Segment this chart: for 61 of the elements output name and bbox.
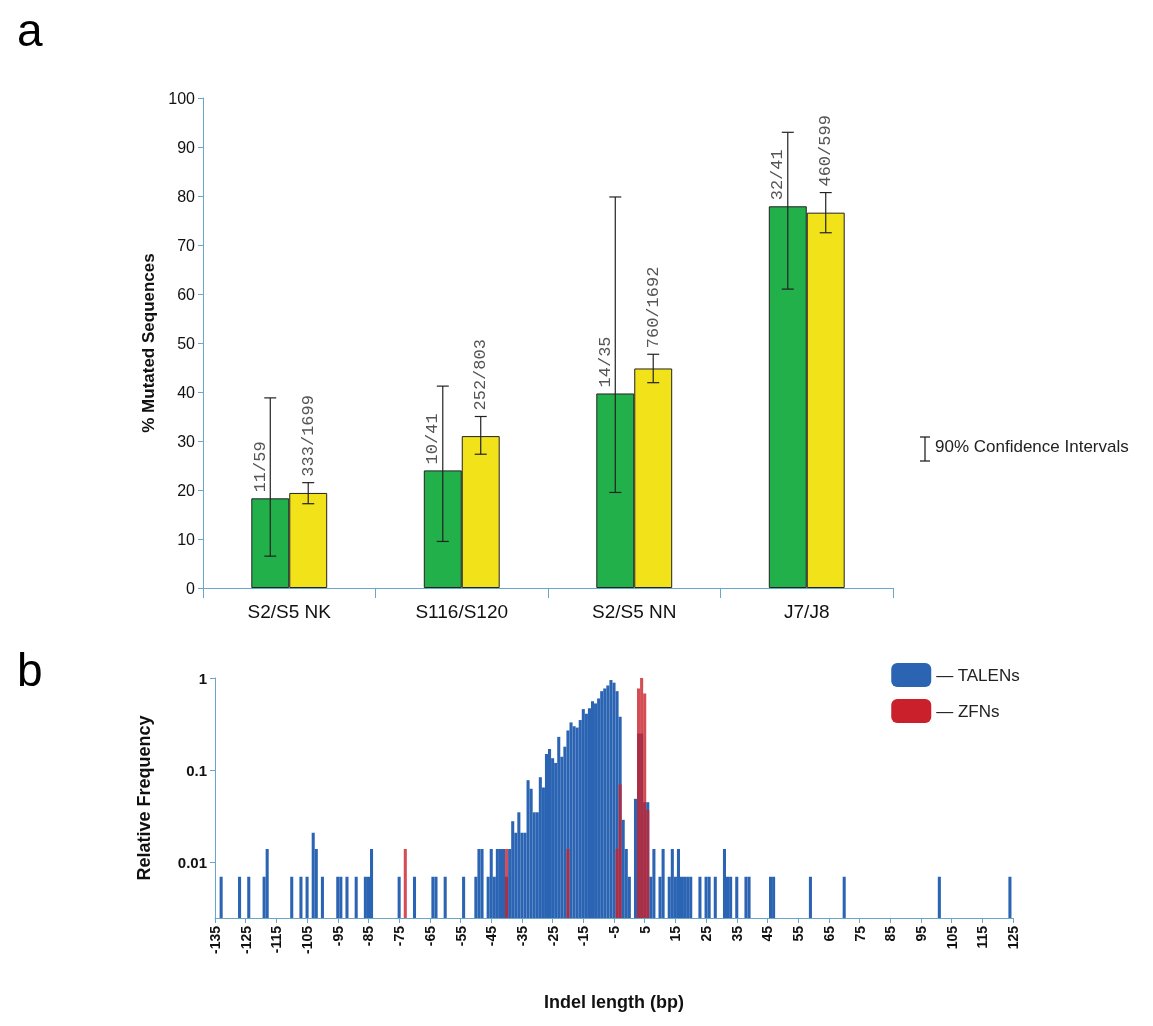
y-tick-label: 70 xyxy=(177,236,196,254)
x-tick-label: 45 xyxy=(759,925,776,942)
y-tick-label: 0.1 xyxy=(186,761,207,779)
y-tick-label: 20 xyxy=(177,481,196,499)
chart-title: b xyxy=(17,644,43,696)
x-tick-label: 85 xyxy=(882,925,899,942)
x-axis-title: Indel length (bp) xyxy=(544,992,684,1012)
x-tick-label: -55 xyxy=(452,925,469,947)
y-tick-label: 50 xyxy=(177,334,196,352)
x-tick-label: S2/S5 NK xyxy=(247,601,332,622)
x-tick-label: 95 xyxy=(912,925,929,942)
x-tick-label: -85 xyxy=(360,925,377,947)
x-tick-label: 5 xyxy=(636,925,653,934)
y-tick-label: 10 xyxy=(177,530,196,548)
legend-label: — TALENs xyxy=(936,665,1020,685)
data-label: 10/41 xyxy=(423,413,443,465)
y-tick-label: 40 xyxy=(177,383,196,401)
x-tick-label: 25 xyxy=(698,925,715,942)
x-tick-label: 35 xyxy=(728,925,745,942)
y-tick-label: 0 xyxy=(186,579,196,597)
x-tick-label: -115 xyxy=(268,925,285,954)
data-label: 333/1699 xyxy=(298,395,318,477)
x-tick-label: 115 xyxy=(974,925,991,949)
y-tick-label: 90 xyxy=(177,138,196,156)
data-label: 32/41 xyxy=(768,149,788,201)
x-tick-label: 105 xyxy=(943,925,960,950)
data-label: 14/35 xyxy=(595,336,615,388)
x-tick-label: -105 xyxy=(299,925,316,955)
chart-title: a xyxy=(17,4,43,56)
x-tick-label: S2/S5 NN xyxy=(592,601,677,622)
data-label: 760/1692 xyxy=(643,266,663,349)
data-label: 252/803 xyxy=(471,339,491,411)
x-tick-label: 65 xyxy=(820,925,837,942)
x-tick-label: -65 xyxy=(421,925,438,947)
x-tick-label: 75 xyxy=(851,925,868,942)
y-axis-title: % Mutated Sequences xyxy=(139,253,159,433)
y-tick-label: 80 xyxy=(177,187,196,205)
y-tick-label: 60 xyxy=(177,285,196,303)
x-tick-label: -75 xyxy=(391,925,408,947)
data-label: 460/599 xyxy=(816,115,836,187)
x-tick-label: S116/S120 xyxy=(415,601,509,622)
x-tick-label: 55 xyxy=(790,925,807,942)
y-tick-label: 100 xyxy=(168,89,196,107)
x-tick-label: -25 xyxy=(544,925,561,947)
y-axis-title: Relative Frequency xyxy=(134,715,154,881)
x-tick-label: -15 xyxy=(575,925,592,947)
legend-label: — ZFNs xyxy=(936,701,1000,721)
x-tick-label: -125 xyxy=(237,925,254,955)
x-tick-label: -5 xyxy=(606,925,622,939)
y-tick-label: 1 xyxy=(198,669,207,687)
x-tick-label: 15 xyxy=(667,925,684,942)
text: 90% Confidence Intervals xyxy=(935,437,1129,456)
x-tick-label: -95 xyxy=(329,925,346,947)
x-tick-label: -35 xyxy=(513,925,530,947)
y-tick-label: 0.01 xyxy=(177,853,207,871)
data-label: 11/59 xyxy=(250,441,270,493)
x-tick-label: J7/J8 xyxy=(784,601,830,622)
x-tick-label: 125 xyxy=(1005,925,1021,950)
y-tick-label: 30 xyxy=(177,432,196,450)
x-tick-label: -135 xyxy=(207,925,223,955)
x-tick-label: -45 xyxy=(483,925,500,947)
